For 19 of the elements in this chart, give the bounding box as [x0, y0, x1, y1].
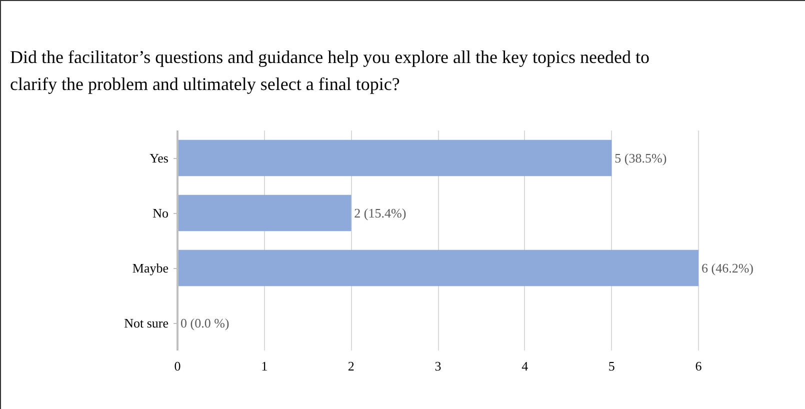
x-tick-label: 4	[522, 358, 529, 374]
data-label: 0 (0.0 %)	[180, 316, 230, 330]
x-tick-label: 0	[174, 358, 181, 374]
data-label: 6 (46.2%)	[702, 260, 754, 276]
y-tick-label: Yes	[150, 150, 169, 166]
x-tick-label: 5	[608, 358, 615, 374]
x-tick-label: 1	[261, 358, 268, 374]
y-tick-label: Not sure	[124, 316, 169, 330]
bar	[178, 140, 612, 176]
bar	[178, 250, 698, 286]
y-tick-label: No	[152, 206, 168, 220]
x-tick-label: 3	[434, 358, 442, 374]
bar	[178, 194, 352, 232]
x-tick-label: 2	[348, 358, 354, 374]
data-label: 5 (38.5%)	[614, 150, 667, 166]
y-tick-label: Maybe	[132, 260, 169, 276]
x-tick-label: 6	[695, 358, 702, 374]
chart-title: Did the facilitator’s questions and guidance help you explore all the key topics needed to clarify the problem and ultimately select a final topic?	[10, 46, 650, 96]
data-label: 2 (15.4%)	[354, 206, 406, 220]
